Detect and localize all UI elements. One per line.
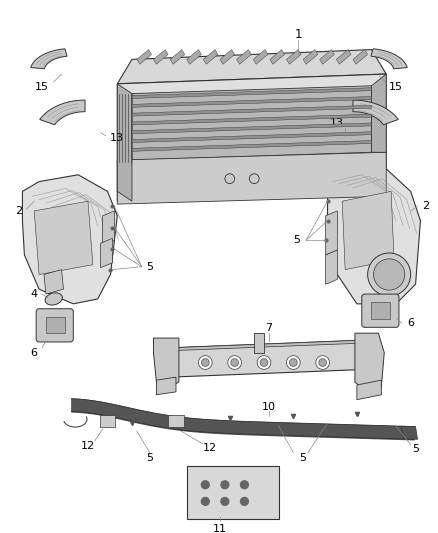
Polygon shape: [170, 50, 185, 64]
Text: 12: 12: [203, 442, 217, 453]
Text: 6: 6: [31, 348, 38, 358]
Circle shape: [319, 359, 327, 366]
Polygon shape: [203, 50, 218, 64]
Circle shape: [231, 359, 239, 366]
Polygon shape: [320, 50, 334, 64]
Polygon shape: [132, 141, 371, 151]
Polygon shape: [132, 88, 371, 99]
Polygon shape: [328, 165, 420, 304]
Polygon shape: [40, 100, 85, 125]
Polygon shape: [132, 106, 371, 116]
Text: 5: 5: [146, 454, 153, 463]
Polygon shape: [237, 50, 251, 64]
Text: 15: 15: [389, 82, 403, 92]
Ellipse shape: [45, 293, 62, 305]
Circle shape: [228, 356, 241, 369]
Polygon shape: [353, 50, 367, 64]
Polygon shape: [156, 377, 176, 395]
Polygon shape: [371, 49, 407, 69]
FancyBboxPatch shape: [168, 415, 184, 427]
Text: 7: 7: [265, 324, 272, 333]
Polygon shape: [102, 211, 114, 245]
Text: 13: 13: [110, 133, 124, 143]
Circle shape: [316, 356, 329, 369]
Circle shape: [257, 356, 271, 369]
Polygon shape: [286, 50, 301, 64]
Polygon shape: [357, 380, 381, 400]
Circle shape: [201, 497, 209, 505]
FancyBboxPatch shape: [36, 309, 73, 342]
Polygon shape: [342, 191, 394, 270]
Polygon shape: [117, 74, 386, 201]
Polygon shape: [34, 201, 93, 274]
Polygon shape: [220, 50, 235, 64]
FancyBboxPatch shape: [100, 415, 115, 427]
Text: 5: 5: [146, 262, 153, 272]
Circle shape: [201, 481, 209, 489]
Text: 2: 2: [15, 206, 22, 216]
Circle shape: [240, 481, 248, 489]
Text: 5: 5: [412, 443, 419, 454]
Text: 10: 10: [262, 401, 276, 411]
Text: 5: 5: [293, 235, 300, 245]
Text: 4: 4: [31, 289, 38, 299]
Polygon shape: [254, 333, 264, 353]
Polygon shape: [169, 340, 367, 377]
Polygon shape: [270, 50, 285, 64]
Circle shape: [221, 481, 229, 489]
Polygon shape: [132, 123, 371, 134]
Polygon shape: [117, 50, 386, 84]
Polygon shape: [401, 426, 417, 439]
Text: 13: 13: [330, 118, 344, 128]
Polygon shape: [353, 100, 398, 125]
Polygon shape: [137, 50, 152, 64]
Polygon shape: [132, 114, 371, 125]
Polygon shape: [153, 338, 179, 387]
Polygon shape: [325, 211, 337, 255]
Circle shape: [221, 497, 229, 505]
Text: 5: 5: [300, 454, 307, 463]
Circle shape: [198, 356, 212, 369]
Polygon shape: [371, 74, 386, 152]
Polygon shape: [101, 238, 113, 268]
Text: 2: 2: [422, 201, 429, 211]
Polygon shape: [132, 132, 371, 142]
Text: 15: 15: [35, 82, 49, 92]
Polygon shape: [355, 333, 384, 392]
Text: 12: 12: [81, 441, 95, 450]
Text: 6: 6: [407, 318, 414, 328]
FancyBboxPatch shape: [187, 466, 279, 519]
Text: 11: 11: [213, 524, 227, 533]
Circle shape: [201, 359, 209, 366]
Polygon shape: [31, 49, 67, 69]
Polygon shape: [187, 50, 201, 64]
Circle shape: [286, 356, 300, 369]
Polygon shape: [325, 250, 337, 284]
Circle shape: [240, 497, 248, 505]
Circle shape: [290, 359, 297, 366]
Polygon shape: [336, 50, 351, 64]
Circle shape: [374, 259, 405, 290]
Circle shape: [260, 359, 268, 366]
Polygon shape: [44, 270, 64, 294]
Polygon shape: [371, 302, 390, 319]
Polygon shape: [22, 175, 117, 304]
Polygon shape: [132, 86, 371, 160]
Polygon shape: [132, 96, 371, 107]
Polygon shape: [117, 152, 386, 204]
Circle shape: [367, 253, 411, 296]
FancyBboxPatch shape: [362, 294, 399, 327]
Polygon shape: [169, 340, 367, 351]
Polygon shape: [153, 50, 168, 64]
Text: 1: 1: [294, 28, 302, 42]
Polygon shape: [117, 84, 132, 201]
Polygon shape: [253, 50, 268, 64]
Polygon shape: [46, 317, 65, 333]
Polygon shape: [303, 50, 318, 64]
